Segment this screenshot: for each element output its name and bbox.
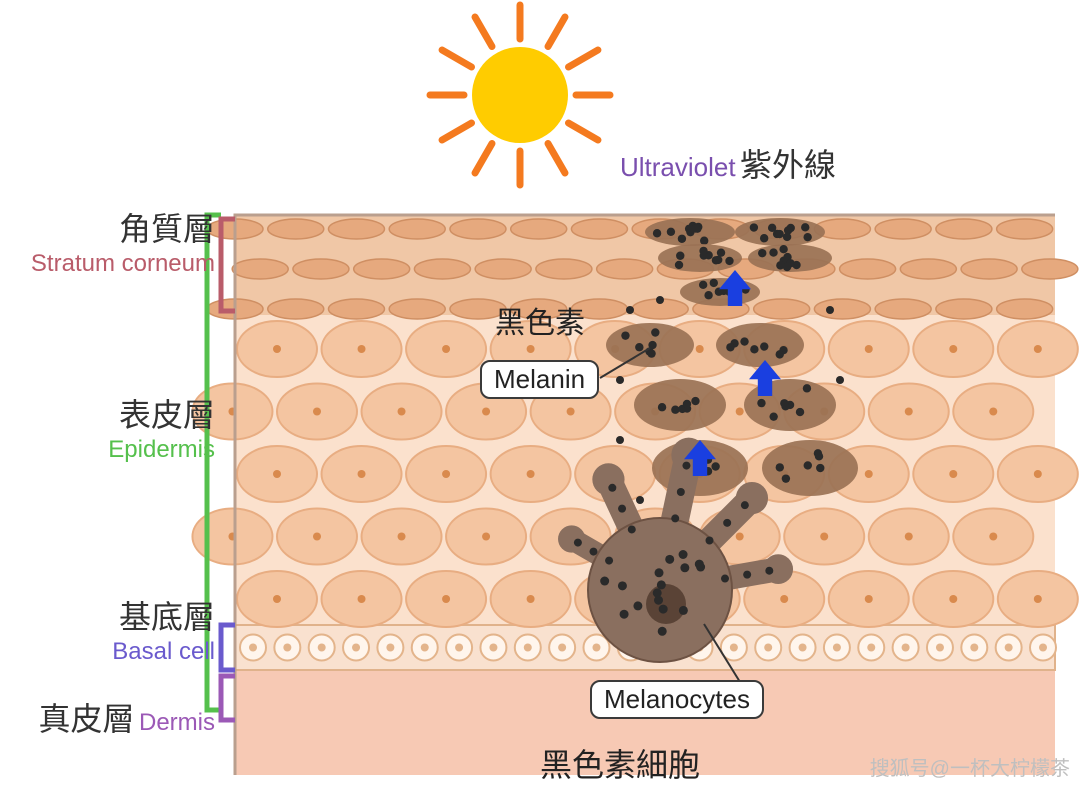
melanocyte-en-box: Melanocytes <box>590 680 764 719</box>
label-dermis: 真皮層 Dermis <box>39 694 215 740</box>
label-basal-zh: 基底層 <box>119 592 215 638</box>
label-basal-en: Basal cell <box>112 638 215 666</box>
uv-zh: 紫外線 <box>740 147 836 183</box>
melanin-en-box: Melanin <box>480 360 599 399</box>
label-epidermis-zh: 表皮層 <box>119 390 215 436</box>
label-epidermis-en: Epidermis <box>108 436 215 464</box>
label-stratum-zh: 角質層 <box>119 204 215 250</box>
label-stratum-en: Stratum corneum <box>31 250 215 278</box>
uv-label: Ultraviolet 紫外線 <box>620 140 836 186</box>
melanocyte-zh: 黑色素細胞 <box>540 740 700 786</box>
uv-en: Ultraviolet <box>620 152 736 182</box>
watermark: 搜狐号@一杯大柠檬茶 <box>870 752 1070 781</box>
diagram-stage: Ultraviolet 紫外線角質層Stratum corneum 表皮層Epid… <box>0 0 1080 787</box>
sun <box>430 5 610 185</box>
melanin-zh: 黑色素 <box>495 298 585 342</box>
